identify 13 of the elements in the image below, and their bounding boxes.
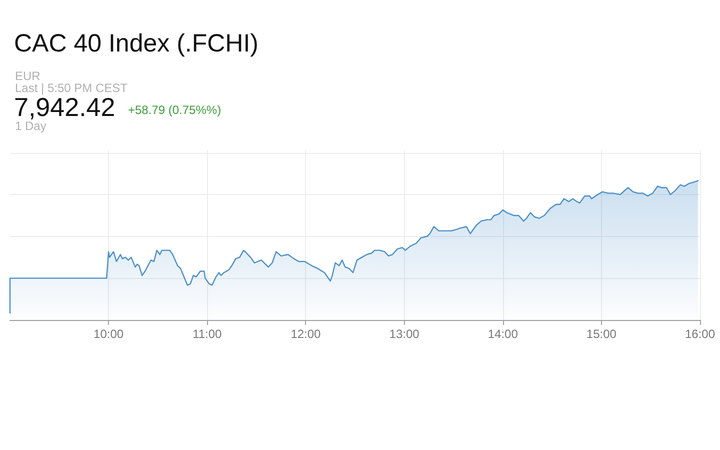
text: 7,942.42 [14, 92, 116, 122]
x-tick-label: 15:00 [586, 327, 617, 341]
text: Last | 5:50 PM CEST [15, 81, 128, 95]
text: EUR [15, 69, 41, 83]
text: +58.79 (0.75%%) [128, 103, 222, 117]
x-tick-label: 14:00 [488, 327, 518, 341]
x-tick-label: 12:00 [290, 327, 322, 341]
x-tick-label: 16:00 [684, 327, 716, 341]
text: 1 Day [15, 119, 46, 133]
x-tick-label: 11:00 [192, 327, 222, 341]
x-tick-label: 13:00 [389, 327, 420, 341]
x-tick-label: 10:00 [94, 327, 124, 341]
chart-title: CAC 40 Index (.FCHI) [14, 30, 259, 58]
